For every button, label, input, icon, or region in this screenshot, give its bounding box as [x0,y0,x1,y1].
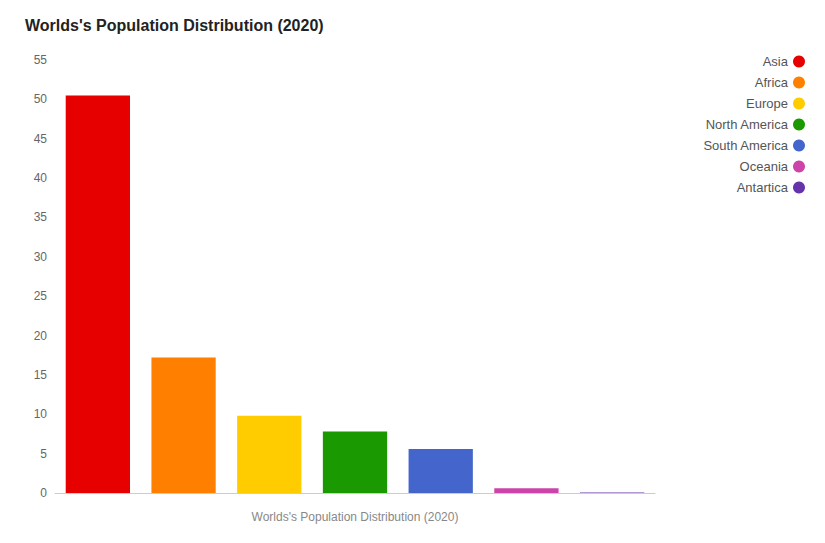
svg-text:Oceania: Oceania [740,159,789,174]
svg-text:North America: North America [706,117,789,132]
svg-text:Africa: Africa [755,75,789,90]
svg-text:55: 55 [34,53,48,67]
svg-text:Antartica: Antartica [737,180,789,195]
svg-text:20: 20 [34,329,48,343]
svg-text:40: 40 [34,171,48,185]
svg-text:25: 25 [34,289,48,303]
svg-text:South America: South America [703,138,788,153]
svg-text:Asia: Asia [763,54,789,69]
svg-text:15: 15 [34,368,48,382]
svg-text:35: 35 [34,210,48,224]
svg-text:Europe: Europe [746,96,788,111]
svg-text:Worlds's Population Distributi: Worlds's Population Distribution (2020) [25,17,324,34]
svg-text:30: 30 [34,250,48,264]
svg-text:0: 0 [40,486,47,500]
svg-text:45: 45 [34,132,48,146]
svg-text:5: 5 [40,447,47,461]
svg-text:Worlds's Population Distributi: Worlds's Population Distribution (2020) [252,510,459,524]
svg-text:50: 50 [34,92,48,106]
svg-text:10: 10 [34,407,48,421]
